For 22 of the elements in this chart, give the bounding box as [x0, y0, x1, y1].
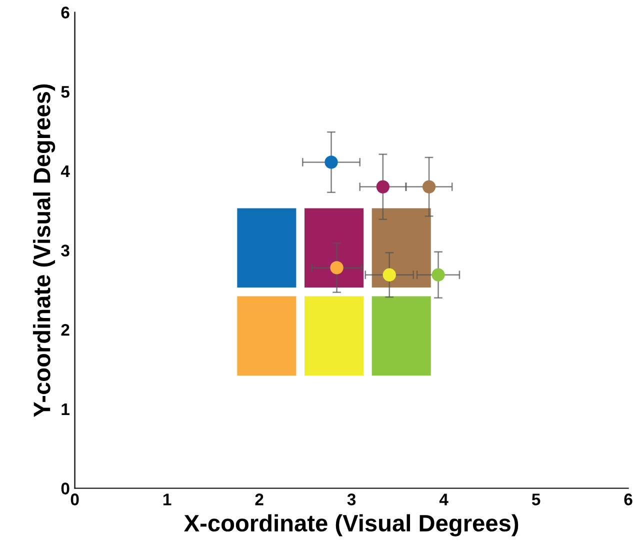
x-tick-label: 2 — [255, 494, 264, 506]
x-axis-title: X-coordinate (Visual Degrees) — [184, 514, 518, 536]
x-tick-label: 1 — [163, 494, 172, 506]
point — [376, 180, 390, 194]
x-tick-label: 5 — [532, 494, 540, 506]
y-axis-title: Y-coordinate (Visual Degrees) — [33, 84, 56, 417]
point — [382, 268, 396, 282]
x-tick-label: 4 — [439, 494, 448, 506]
point — [324, 156, 338, 169]
point — [432, 268, 445, 282]
x-tick-label: 6 — [624, 494, 632, 506]
y-tick-label: 5 — [61, 86, 70, 98]
y-tick-label: 4 — [60, 166, 70, 177]
x-tick-label: 3 — [347, 494, 356, 506]
point — [422, 180, 436, 194]
x-tick-label: 0 — [70, 494, 79, 506]
y-tick-label: 1 — [62, 403, 70, 415]
y-tick-label: 6 — [61, 6, 70, 18]
point — [330, 261, 344, 274]
y-tick-label: 3 — [61, 244, 70, 256]
y-tick-label: 0 — [61, 482, 70, 494]
y-tick-label: 2 — [61, 324, 70, 336]
